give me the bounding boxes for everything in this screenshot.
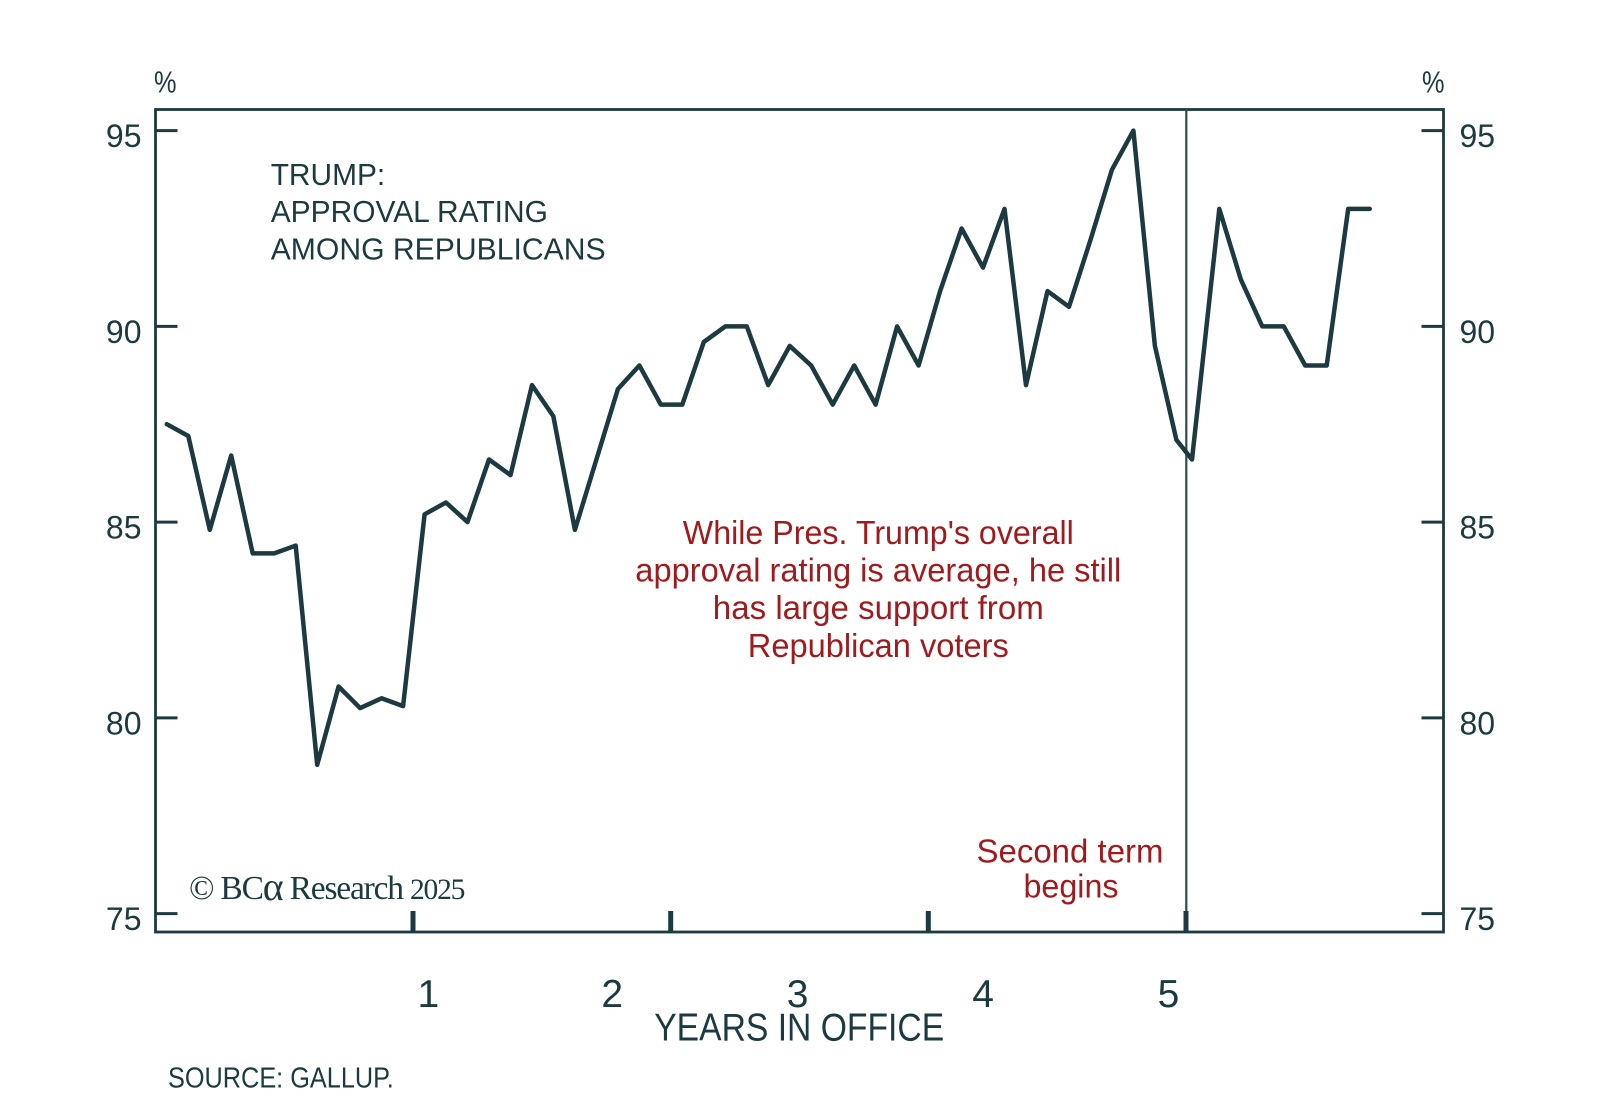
svg-text:AMONG REPUBLICANS: AMONG REPUBLICANS: [271, 232, 606, 266]
svg-text:80: 80: [1460, 705, 1496, 741]
svg-text:Second term: Second term: [977, 833, 1164, 870]
svg-text:75: 75: [106, 901, 142, 937]
svg-text:85: 85: [106, 510, 142, 546]
svg-text:YEARS IN OFFICE: YEARS IN OFFICE: [654, 1007, 944, 1050]
svg-text:4: 4: [972, 973, 994, 1016]
svg-text:%: %: [154, 65, 177, 100]
svg-text:2: 2: [601, 973, 623, 1016]
svg-text:begins: begins: [1024, 868, 1119, 905]
svg-text:APPROVAL RATING: APPROVAL RATING: [271, 195, 548, 229]
svg-text:TRUMP:: TRUMP:: [271, 158, 386, 192]
svg-text:%: %: [1422, 65, 1445, 100]
svg-text:3: 3: [787, 973, 809, 1016]
svg-text:1: 1: [418, 973, 440, 1016]
svg-text:75: 75: [1460, 901, 1496, 937]
svg-text:95: 95: [106, 118, 142, 154]
svg-text:has large support from: has large support from: [713, 589, 1044, 626]
svg-text:90: 90: [1460, 314, 1496, 350]
svg-text:5: 5: [1158, 973, 1180, 1016]
svg-text:While Pres. Trump's overall: While Pres. Trump's overall: [683, 514, 1074, 551]
svg-text:approval rating is average, he: approval rating is average, he still: [635, 552, 1121, 589]
svg-text:SOURCE: GALLUP.: SOURCE: GALLUP.: [168, 1062, 394, 1094]
svg-text:80: 80: [106, 705, 142, 741]
svg-text:85: 85: [1460, 510, 1496, 546]
svg-text:95: 95: [1460, 118, 1496, 154]
svg-text:Republican voters: Republican voters: [748, 627, 1009, 664]
svg-text:90: 90: [106, 314, 142, 350]
